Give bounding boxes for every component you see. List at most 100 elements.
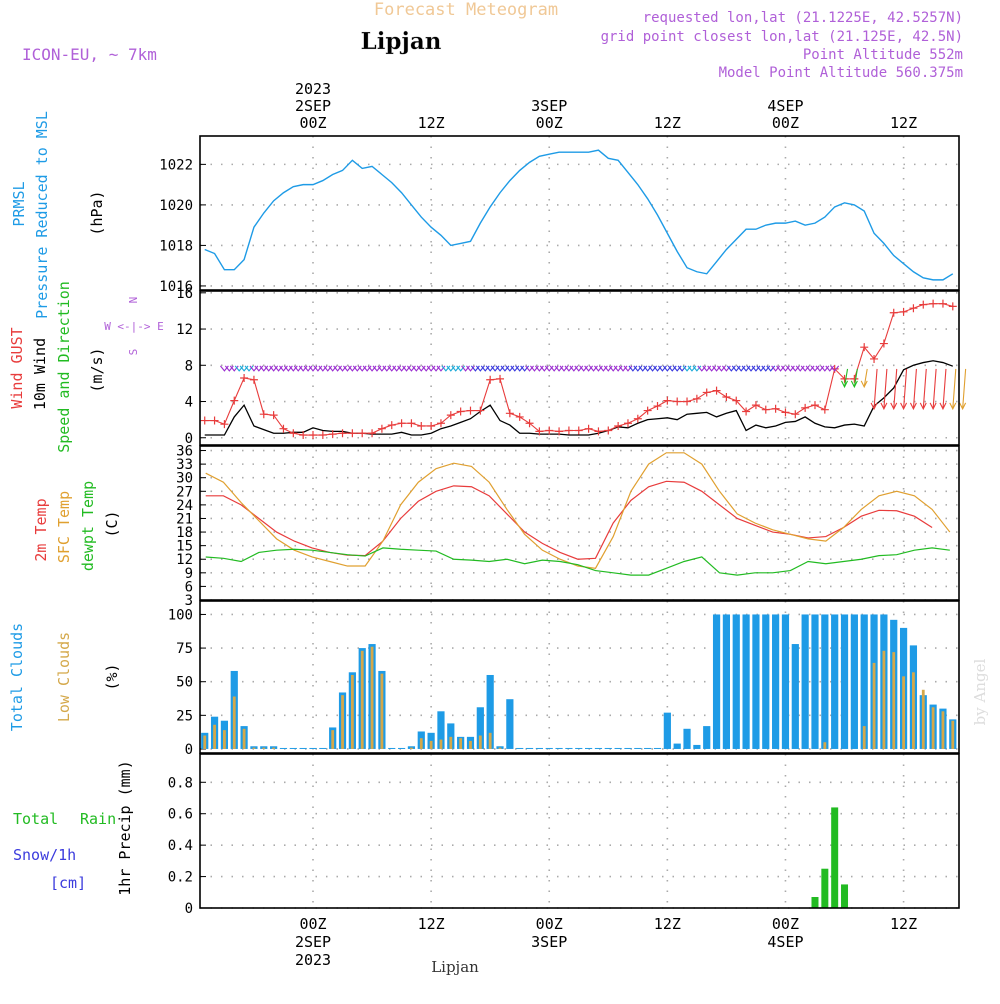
low-cloud-bar [419,738,423,749]
low-cloud-bar [242,728,246,749]
total-cloud-bar [585,747,593,749]
gust-marker [751,401,760,410]
gust-marker [200,416,209,425]
top-axis-label: 00Z [299,114,326,132]
total-cloud-bar [821,614,829,749]
top-axis-label: 00Z [536,114,563,132]
total-cloud-bar [811,614,819,749]
requested-coords: requested lon,lat (21.1225E, 42.5257N) [643,10,963,26]
total-cloud-bar [712,614,721,749]
low-clouds-label: Low Clouds [55,632,73,722]
temp-line-2 [205,547,950,576]
total-cloud-bar [289,747,297,749]
gust-marker [643,406,652,415]
total-cloud-bar [801,614,809,749]
y-tick-label: 16 [176,286,193,302]
low-cloud-bar [862,726,866,749]
gust-marker [496,374,505,383]
gust-marker [673,397,682,406]
cm-label: [cm] [50,874,86,892]
rain-bar [811,897,819,908]
y-tick-label: 27 [176,484,193,500]
gust-marker [407,419,416,428]
total-cloud-bar [673,743,681,749]
y-tick-label: 8 [185,358,193,374]
total-cloud-bar [279,747,288,749]
gust-marker [515,412,524,421]
gust-marker [633,414,642,423]
low-cloud-bar [360,650,364,749]
compass-n: N [127,297,140,304]
low-cloud-bar [331,730,335,749]
wind-arrow [929,368,937,411]
wind-arrow [841,368,849,389]
y-tick-label: 1020 [159,198,193,214]
gust-marker [309,431,317,440]
total-cloud-bar [781,614,790,749]
gust-marker [574,426,583,435]
total-cloud-bar [447,723,455,749]
y-tick-label: 9 [185,566,193,582]
total-cloud-bar [722,614,731,749]
total-cloud-bar [831,614,839,749]
gust-marker [899,307,908,316]
total-cloud-bar [742,614,750,749]
gust-marker [712,386,721,395]
gust-marker [604,426,613,435]
low-cloud-bar [931,707,935,749]
gust-marker [456,407,465,416]
bottom-axis-label: 12Z [654,915,681,933]
gust-marker [358,429,367,438]
temp-line-0 [205,480,933,560]
gridpoint-coords: grid point closest lon,lat (21.125E, 42.… [601,29,963,45]
gust-marker [870,354,879,363]
gust-marker [929,299,938,308]
y-tick-label: 1022 [159,157,193,173]
bottom-axis-label: 00Z [299,915,326,933]
low-cloud-bar [439,739,443,749]
low-cloud-bar [203,735,207,749]
wind-arrow [880,368,888,411]
total-cloud-bar [388,747,396,749]
y-tick-label: 0 [185,431,193,447]
wind-arrow [850,368,858,389]
sfc-label: SFC Temp [55,491,73,563]
total-cloud-bar [840,614,849,749]
wind-label: 10m Wind [31,338,49,410]
top-axis-label: 4SEP [767,97,803,115]
wind-arrow [959,368,967,411]
credit-label: by Angel [971,658,989,725]
total-cloud-bar [486,674,494,749]
gust-marker [348,429,357,438]
gust-marker [791,410,800,419]
pressure-line [204,149,954,281]
y-tick-label: 3 [185,593,193,609]
gust-marker [427,421,436,430]
gust-marker [781,408,790,417]
gust-marker [732,396,741,405]
gust-marker [279,424,288,433]
precip-label: 1hr Precip (mm) [116,760,134,895]
gust-marker [692,394,701,403]
rain-bar [841,884,849,908]
gust-marker [840,374,849,383]
bottom-axis-label: 00Z [536,915,563,933]
bottom-axis-label: 00Z [772,915,799,933]
gust-marker [220,420,229,429]
y-tick-label: 36 [176,444,193,460]
gust-marker [860,343,869,352]
y-tick-label: 100 [168,607,193,623]
gust-marker [889,308,898,317]
total-cloud-bar [476,707,484,749]
location-title: Lipjan [361,28,442,55]
gust-marker [771,404,780,413]
y-tick-label: 18 [176,525,193,541]
celsius-label: (C) [103,510,121,537]
total-cloud-bar [506,699,514,749]
top-axis-label: 12Z [654,114,681,132]
y-tick-label: 30 [176,471,193,487]
wind-speed-line [204,360,954,436]
low-cloud-bar [912,672,915,749]
low-cloud-bar [498,747,502,749]
total-cloud-bar [693,744,701,749]
